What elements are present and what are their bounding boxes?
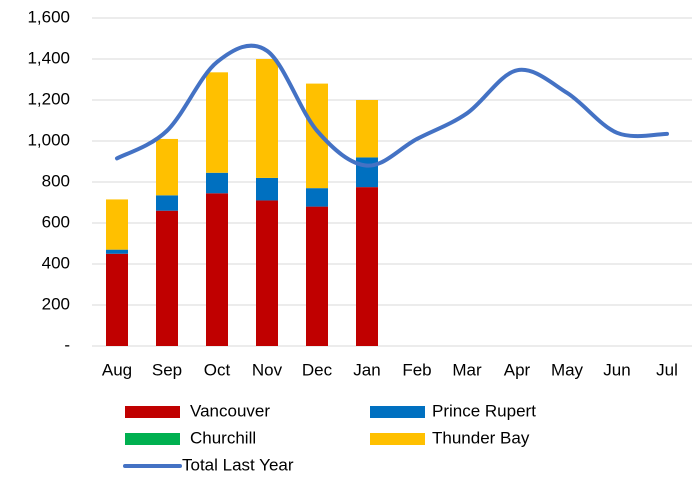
bar-segment — [106, 253, 128, 346]
bar-segment — [206, 172, 228, 194]
x-tick-label: Nov — [252, 360, 283, 379]
legend-swatch — [125, 433, 180, 445]
bar-segment — [206, 193, 228, 346]
x-tick-label: Mar — [452, 360, 482, 379]
y-tick-label: 1,200 — [27, 89, 70, 108]
y-tick-label: 1,600 — [27, 7, 70, 26]
line-series — [115, 43, 669, 168]
bar-segment — [256, 59, 278, 178]
bar-segment — [306, 188, 328, 207]
x-tick-label: Oct — [204, 360, 231, 379]
bar-segment — [206, 72, 228, 173]
bar-segment — [156, 210, 178, 346]
x-tick-label: Dec — [302, 360, 333, 379]
y-tick-label: 200 — [42, 294, 70, 313]
x-tick-label: May — [551, 360, 584, 379]
y-tick-label: - — [64, 335, 70, 354]
legend-swatch — [125, 406, 180, 418]
bar-segment — [356, 157, 378, 188]
bar-segment — [306, 206, 328, 346]
bar-segment — [106, 249, 128, 254]
legend-swatch — [370, 433, 425, 445]
legend-label: Prince Rupert — [432, 401, 536, 420]
x-tick-label: Jul — [656, 360, 678, 379]
legend-label: Vancouver — [190, 401, 270, 420]
bar-segment — [156, 138, 178, 196]
bar-segment — [106, 199, 128, 250]
x-tick-label: Jan — [353, 360, 380, 379]
y-tick-label: 800 — [42, 171, 70, 190]
bar-segment — [306, 83, 328, 189]
y-tick-label: 400 — [42, 253, 70, 272]
x-tick-label: Jun — [603, 360, 630, 379]
legend-swatch — [370, 406, 425, 418]
x-tick-label: Sep — [152, 360, 182, 379]
x-tick-label: Aug — [102, 360, 132, 379]
y-tick-label: 600 — [42, 212, 70, 231]
legend-label: Churchill — [190, 428, 256, 447]
y-tick-label: 1,000 — [27, 130, 70, 149]
y-tick-label: 1,400 — [27, 48, 70, 67]
x-tick-label: Apr — [504, 360, 531, 379]
bar-segment — [156, 195, 178, 211]
x-tick-label: Feb — [402, 360, 431, 379]
bar-segment — [256, 200, 278, 346]
bar-segment — [356, 187, 378, 346]
bar-segment — [356, 100, 378, 158]
legend-label: Thunder Bay — [432, 428, 530, 447]
legend-label: Total Last Year — [182, 455, 294, 474]
bar-segment — [256, 177, 278, 201]
